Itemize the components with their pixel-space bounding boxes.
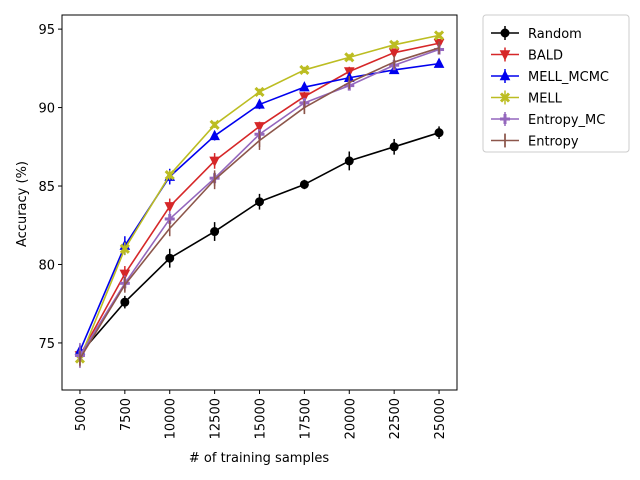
data-point [299,64,310,75]
x-tick-label: 5000 [74,398,89,431]
marker-shape [388,48,400,59]
marker-shape [434,128,444,138]
marker-shape [119,269,131,280]
series-mell [74,30,445,364]
marker-shape [119,243,130,254]
marker-shape [209,156,220,168]
legend-marker [500,28,510,38]
legend-entry-random: Random [491,26,582,42]
y-axis-label: Accuracy (%) [15,161,30,247]
data-point [164,169,175,181]
x-tick-label: 20000 [343,398,358,439]
marker-shape [164,202,176,213]
marker-shape [389,142,399,152]
legend-label: Entropy_MC [528,113,605,128]
data-point [255,197,264,207]
data-point [433,57,445,68]
data-point [254,98,265,109]
data-point [210,227,220,237]
data-point [209,119,220,130]
x-tick-label: 7500 [119,398,134,431]
data-point [389,142,399,152]
legend-label: MELL_MCMC [528,70,609,85]
legend-label: MELL [528,92,563,107]
x-tick-label: 17500 [298,398,313,439]
marker-shape [209,119,220,130]
marker-shape [344,52,355,63]
marker-shape [299,179,309,189]
marker-shape [433,57,445,68]
data-point [344,156,354,166]
legend-entry-mell: MELL [491,90,563,107]
marker-shape [164,169,175,181]
data-point [165,253,175,263]
data-point [254,86,265,97]
data-point [299,179,309,189]
data-point [389,39,400,50]
y-tick-label: 85 [38,180,55,195]
series-entropy [79,41,440,367]
marker-shape [165,253,175,263]
marker-shape [254,122,265,133]
marker-shape [499,50,511,61]
data-point [434,128,444,138]
data-point [119,269,131,280]
marker-shape [499,92,511,103]
marker-shape [210,227,220,237]
legend: Random BALD MELL_MCMC MELL Entropy_MC Entropy [482,14,630,153]
data-point [254,122,265,133]
legend-box [482,14,630,153]
data-point [299,81,310,92]
x-tick-label: 22500 [388,398,403,439]
x-tick-label: 10000 [164,398,179,439]
x-tick-label: 15000 [254,398,269,439]
data-point [209,129,220,141]
data-point [120,297,130,307]
marker-shape [209,129,220,141]
data-point [209,156,220,168]
marker-shape [389,39,400,50]
data-point [164,202,176,213]
marker-shape [254,98,265,109]
y-tick-label: 90 [38,102,55,117]
y-tick-label: 75 [38,337,55,352]
axes: 75 80 85 90 95 5000 7500 10000 12500 15000 17500 20… [38,14,458,439]
x-tick-label: 25000 [433,398,448,439]
legend-entry-mell-mcmc: MELL_MCMC [491,69,609,85]
y-tick-label: 80 [38,258,55,273]
data-point [119,243,130,254]
plot-area [74,30,445,369]
marker-shape [344,156,354,166]
legend-entry-entropy-mc: Entropy_MC [491,112,605,128]
legend-marker [499,50,511,61]
marker-shape [254,86,265,97]
marker-shape [433,30,445,41]
x-tick-label: 12500 [209,398,224,439]
marker-shape [299,81,310,92]
legend-entry-bald: BALD [491,47,563,64]
marker-shape [299,92,310,103]
marker-shape [120,297,130,307]
data-point [344,52,355,63]
data-point [299,92,310,103]
x-axis-label: # of training samples [189,451,329,466]
marker-shape [299,64,310,75]
legend-marker [499,92,511,103]
legend-label: Entropy [528,135,579,150]
data-point [388,48,400,59]
marker-shape [255,197,264,207]
legend-entry-entropy: Entropy [491,133,579,150]
marker-shape [500,28,510,38]
marker-shape [499,69,511,81]
y-tick-label: 95 [38,23,55,38]
data-point [433,30,445,41]
legend-marker [500,114,510,124]
legend-marker [499,69,511,81]
legend-label: Random [528,27,582,42]
legend-label: BALD [528,49,563,64]
